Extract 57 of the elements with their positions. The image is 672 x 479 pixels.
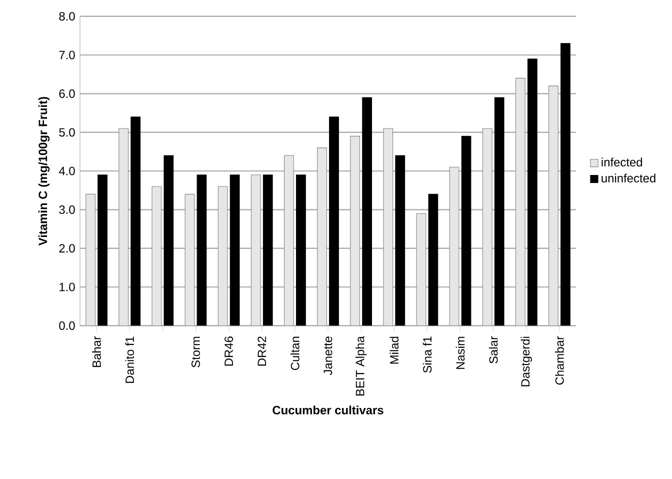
y-tick-label: 6.0	[59, 89, 75, 98]
y-tick-label: 7.0	[59, 50, 75, 60]
bar	[494, 97, 504, 326]
bar	[395, 155, 406, 326]
x-tick-label: Bahar	[92, 336, 101, 367]
bar	[449, 166, 460, 326]
bar	[515, 78, 526, 326]
bar	[152, 186, 162, 326]
x-tick-label: Salar	[488, 336, 498, 364]
x-tick-label: Sina f1	[422, 336, 432, 373]
bar	[296, 174, 306, 326]
bar	[482, 128, 492, 326]
bar	[350, 136, 360, 326]
x-tick-label: DR42	[258, 336, 266, 366]
bar	[527, 58, 538, 326]
bar	[317, 148, 327, 326]
y-tick-label: 5.0	[59, 128, 75, 137]
bar	[118, 128, 129, 326]
x-tick-label: Dastgerdi	[520, 336, 532, 386]
bar	[329, 116, 339, 326]
x-tick-label: BEIT Alpha	[355, 336, 367, 396]
y-tick-label: 4.0	[58, 166, 75, 176]
y-tick-label: 3.0	[59, 205, 75, 214]
bar	[250, 174, 261, 326]
bar	[86, 194, 96, 326]
y-tick-label: 0.0	[59, 321, 75, 330]
bar	[130, 116, 141, 326]
bar	[164, 155, 174, 326]
bar	[284, 155, 294, 326]
x-tick-label: DR46	[224, 336, 234, 366]
x-tick-label: Milad	[390, 336, 399, 364]
bar	[428, 194, 438, 326]
legend-label: infected	[602, 158, 642, 166]
bar	[184, 194, 195, 326]
x-tick-label: Cultan	[290, 336, 300, 370]
bar	[230, 174, 240, 326]
bar	[362, 97, 372, 326]
bar	[196, 174, 207, 326]
bar	[461, 136, 472, 326]
x-tick-label: Danito f1	[125, 336, 134, 383]
bar	[98, 174, 108, 326]
bar	[218, 186, 228, 326]
y-tick-label: 2.0	[59, 244, 75, 253]
bar	[416, 213, 426, 326]
x-tick-label: Nasim	[456, 336, 465, 369]
y-tick-label: 1.0	[60, 282, 75, 292]
y-axis-title: Vitamin C (mg/100gr Fruit)	[38, 96, 50, 246]
bar	[262, 174, 273, 326]
x-axis-title: Cucumber cultivars	[272, 406, 384, 414]
bar	[560, 43, 570, 326]
bar	[548, 86, 558, 326]
x-tick-label: Janette	[324, 336, 332, 376]
x-tick-label: Storm	[191, 336, 200, 368]
x-tick-label: Chambar	[555, 336, 564, 385]
y-tick-label: 8.0	[59, 12, 75, 21]
bar	[383, 128, 394, 326]
legend-label: uninfected	[602, 174, 656, 182]
